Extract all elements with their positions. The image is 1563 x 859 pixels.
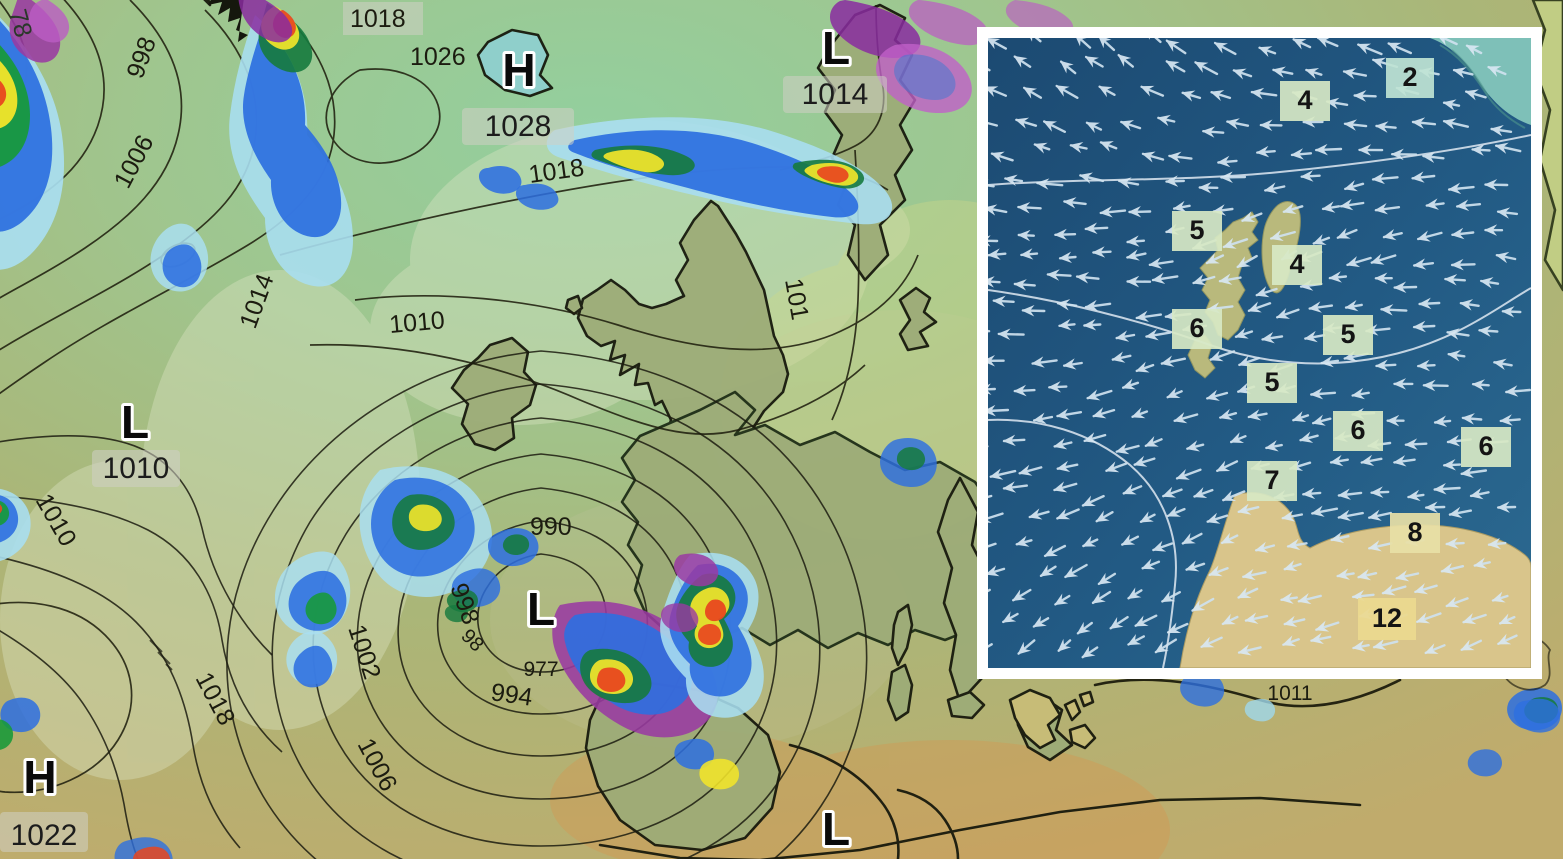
svg-text:5: 5 bbox=[1340, 319, 1355, 349]
svg-text:977: 977 bbox=[523, 658, 558, 681]
svg-text:1026: 1026 bbox=[410, 43, 466, 71]
svg-text:L: L bbox=[822, 803, 850, 855]
svg-text:5: 5 bbox=[1189, 215, 1204, 245]
svg-text:2: 2 bbox=[1402, 62, 1417, 92]
svg-text:1022: 1022 bbox=[11, 819, 78, 852]
svg-text:L: L bbox=[822, 22, 850, 74]
svg-text:6: 6 bbox=[1189, 313, 1204, 343]
svg-text:1028: 1028 bbox=[485, 110, 552, 143]
svg-text:6: 6 bbox=[1478, 431, 1493, 461]
svg-text:7: 7 bbox=[1264, 465, 1279, 495]
svg-text:6: 6 bbox=[1350, 415, 1365, 445]
svg-text:12: 12 bbox=[1372, 603, 1402, 633]
svg-text:1010: 1010 bbox=[103, 452, 170, 485]
svg-text:4: 4 bbox=[1289, 249, 1304, 279]
svg-text:8: 8 bbox=[1407, 517, 1422, 547]
svg-text:L: L bbox=[527, 583, 555, 635]
svg-text:H: H bbox=[502, 44, 535, 96]
svg-text:1014: 1014 bbox=[802, 78, 869, 111]
svg-text:994: 994 bbox=[489, 678, 534, 712]
svg-text:4: 4 bbox=[1297, 85, 1312, 115]
svg-text:990: 990 bbox=[530, 513, 572, 541]
svg-text:5: 5 bbox=[1264, 367, 1279, 397]
svg-text:1010: 1010 bbox=[388, 306, 446, 339]
svg-text:1011: 1011 bbox=[1267, 682, 1312, 705]
svg-text:L: L bbox=[121, 396, 149, 448]
svg-text:H: H bbox=[23, 751, 56, 803]
svg-text:1018: 1018 bbox=[350, 5, 406, 33]
